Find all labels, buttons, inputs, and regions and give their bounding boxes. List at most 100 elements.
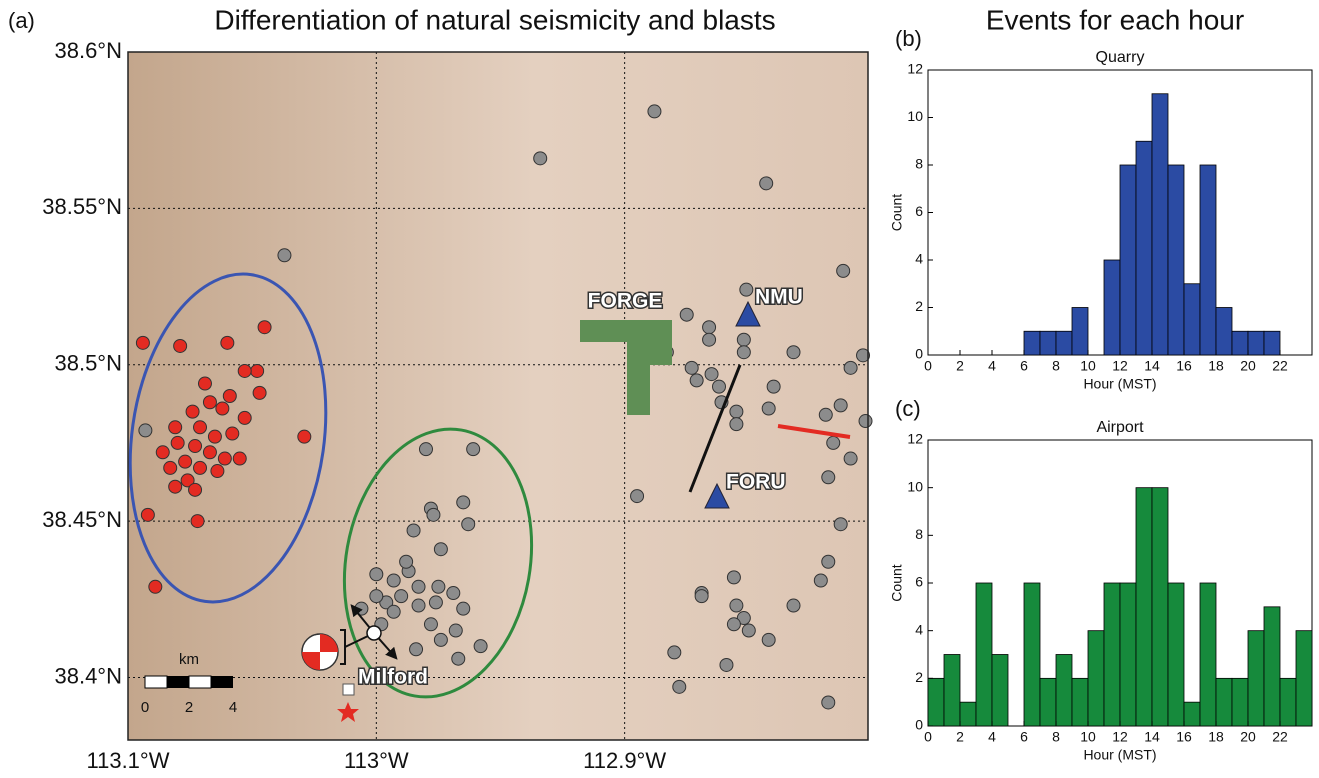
bar <box>976 583 992 726</box>
focal-mechanism <box>302 634 338 670</box>
y-tick-label: 10 <box>907 478 923 494</box>
y-tick-label: 38.5°N <box>54 351 122 376</box>
bar <box>1264 331 1280 355</box>
event-point <box>834 399 847 412</box>
event-point <box>169 480 182 493</box>
event-point <box>673 680 686 693</box>
x-tick-label: 10 <box>1080 729 1096 745</box>
event-point <box>822 471 835 484</box>
event-point <box>740 283 753 296</box>
y-tick-label: 8 <box>915 156 923 172</box>
bar <box>1216 308 1232 356</box>
event-point <box>819 408 832 421</box>
event-point <box>171 436 184 449</box>
x-tick-label: 14 <box>1144 358 1160 374</box>
event-point <box>149 580 162 593</box>
event-point <box>203 446 216 459</box>
bar <box>1248 631 1264 726</box>
figure-title: Events for each hour <box>986 4 1244 35</box>
event-point <box>203 396 216 409</box>
event-point <box>226 427 239 440</box>
x-tick-label: 22 <box>1272 729 1288 745</box>
event-point <box>690 374 703 387</box>
y-tick-label: 38.6°N <box>54 38 122 63</box>
x-tick-label: 2 <box>956 358 964 374</box>
event-point <box>258 321 271 334</box>
event-point <box>474 640 487 653</box>
x-tick-label: 4 <box>988 729 996 745</box>
x-tick-label: 113°W <box>344 748 409 773</box>
event-point <box>462 518 475 531</box>
x-tick-label: 8 <box>1052 358 1060 374</box>
event-point <box>814 574 827 587</box>
town-marker <box>343 684 354 695</box>
event-point <box>198 377 211 390</box>
event-point <box>429 596 442 609</box>
event-point <box>720 658 733 671</box>
bar <box>1216 678 1232 726</box>
y-tick-label: 38.4°N <box>54 663 122 688</box>
event-point <box>434 543 447 556</box>
y-tick-label: 4 <box>915 621 923 637</box>
event-point <box>703 333 716 346</box>
event-point <box>189 483 202 496</box>
event-point <box>395 590 408 603</box>
bar <box>1168 165 1184 355</box>
bar <box>1232 331 1248 355</box>
event-point <box>834 518 847 531</box>
event-point <box>762 633 775 646</box>
event-point <box>822 555 835 568</box>
y-tick-label: 10 <box>907 108 923 124</box>
event-point <box>737 333 750 346</box>
bar <box>1136 488 1152 726</box>
panel-label: (a) <box>8 8 35 33</box>
event-point <box>278 249 291 262</box>
event-point <box>407 524 420 537</box>
event-point <box>787 346 800 359</box>
bar <box>1024 583 1040 726</box>
map-background <box>128 52 868 740</box>
event-point <box>844 361 857 374</box>
event-point <box>253 386 266 399</box>
x-tick-label: 12 <box>1112 729 1128 745</box>
y-tick-label: 38.55°N <box>42 194 122 219</box>
event-point <box>400 555 413 568</box>
event-point <box>631 490 644 503</box>
event-point <box>189 440 202 453</box>
event-point <box>859 415 872 428</box>
site-label: FORU <box>726 471 786 494</box>
bar <box>1248 331 1264 355</box>
event-point <box>680 308 693 321</box>
event-point <box>730 599 743 612</box>
event-point <box>844 452 857 465</box>
event-point <box>767 380 780 393</box>
vent-marker <box>367 626 381 640</box>
x-axis-label: Hour (MST) <box>1083 376 1156 392</box>
site-label: FORGE <box>588 290 663 313</box>
x-tick-label: 6 <box>1020 729 1028 745</box>
event-point <box>233 452 246 465</box>
x-tick-label: 18 <box>1208 729 1224 745</box>
event-point <box>208 430 221 443</box>
x-tick-label: 16 <box>1176 358 1192 374</box>
event-point <box>186 405 199 418</box>
bar <box>1120 583 1136 726</box>
site-label: Milford <box>358 666 428 689</box>
bar <box>1072 308 1088 356</box>
bar <box>1184 284 1200 355</box>
event-point <box>194 421 207 434</box>
event-point <box>141 508 154 521</box>
event-point <box>730 405 743 418</box>
bar <box>1056 655 1072 727</box>
bar <box>1152 94 1168 355</box>
event-point <box>427 508 440 521</box>
event-point <box>136 336 149 349</box>
y-tick-label: 2 <box>915 298 923 314</box>
y-axis-label: Count <box>889 194 905 231</box>
bar <box>1152 488 1168 726</box>
bar <box>944 655 960 727</box>
bar <box>992 655 1008 727</box>
event-point <box>174 339 187 352</box>
event-point <box>822 696 835 709</box>
event-point <box>685 361 698 374</box>
